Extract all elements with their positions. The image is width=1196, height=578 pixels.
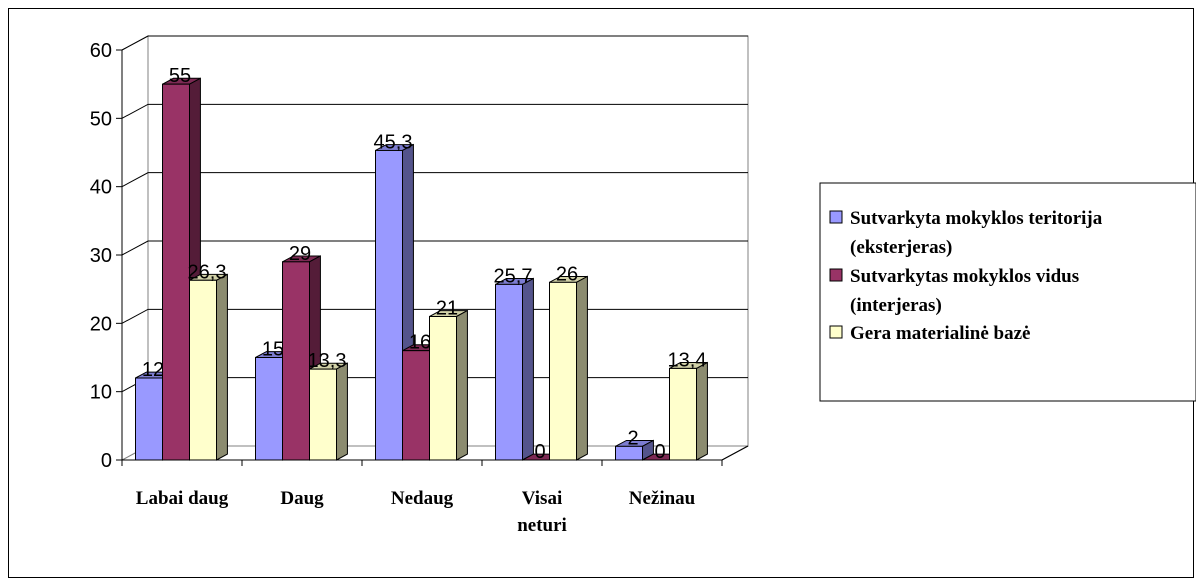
bar-front: [189, 279, 217, 461]
data-label: 13,4: [668, 349, 707, 371]
bar-front: [375, 149, 403, 461]
gridline: [121, 308, 748, 324]
bar-side: [216, 273, 228, 461]
bar-front: [549, 281, 577, 461]
data-label: 0: [534, 441, 545, 463]
legend-label: Sutvarkytas mokyklos vidus: [850, 266, 1079, 287]
bar-side: [696, 361, 708, 461]
bar-front: [282, 261, 310, 461]
data-label: 13,3: [308, 350, 347, 372]
legend-label: Gera materialinė bazė: [850, 323, 1030, 344]
y-tick-label: 10: [90, 382, 112, 404]
bar-front: [255, 357, 283, 461]
bar: [669, 361, 708, 461]
y-tick-label: 50: [90, 108, 112, 130]
x-tick-label: Visai: [522, 488, 562, 509]
y-tick-label: 40: [90, 177, 112, 199]
bar-front: [309, 368, 337, 461]
bar: [429, 309, 468, 461]
legend-label: (eksterjeras): [850, 237, 952, 258]
bar: [162, 77, 201, 461]
x-tick-label: Nežinau: [629, 488, 696, 509]
y-tick-label: 60: [90, 40, 112, 62]
bar: [615, 439, 654, 461]
legend-label: Sutvarkyta mokyklos teritorija: [850, 208, 1103, 229]
bar: [375, 143, 414, 461]
bar: [495, 277, 534, 461]
bar: [189, 273, 228, 461]
x-tick-label: neturi: [517, 515, 567, 536]
y-tick-label: 30: [90, 245, 112, 267]
bar-side: [576, 275, 588, 461]
data-label: 25,7: [494, 265, 533, 287]
legend-swatch: [829, 268, 843, 282]
bar-front: [495, 283, 523, 461]
bar-front: [402, 350, 430, 461]
gridline: [121, 172, 748, 188]
data-label: 12: [142, 359, 164, 381]
data-label: 55: [169, 65, 191, 87]
y-tick-label: 0: [101, 450, 112, 472]
x-axis-depth: [721, 445, 749, 461]
bar-front: [669, 367, 697, 461]
data-label: 2: [627, 427, 638, 449]
gridline: [121, 35, 748, 51]
data-label: 15: [262, 339, 284, 361]
x-tick-label: Daug: [280, 488, 324, 509]
data-label: 26,3: [188, 261, 227, 283]
bar-side: [522, 277, 534, 461]
legend-box: [819, 182, 1196, 402]
data-label: 26: [556, 263, 578, 285]
x-tick-label: Labai daug: [136, 488, 229, 509]
data-label: 0: [654, 441, 665, 463]
bar-front: [162, 83, 190, 461]
data-label: 29: [289, 243, 311, 265]
legend-swatch: [829, 325, 843, 339]
bar-front: [429, 316, 457, 461]
legend-label: (interjeras): [850, 295, 942, 316]
bar-side: [336, 362, 348, 461]
bar: [549, 275, 588, 461]
data-label: 16: [409, 332, 431, 354]
gridline: [121, 240, 748, 256]
legend: Sutvarkyta mokyklos teritorija (eksterjer…: [819, 182, 1196, 402]
bar-side: [456, 309, 468, 461]
bar-front: [135, 377, 163, 461]
bar: [309, 362, 348, 461]
gridline: [121, 103, 748, 119]
x-tick-label: Nedaug: [391, 488, 454, 509]
y-tick-label: 20: [90, 313, 112, 335]
data-label: 21: [436, 298, 458, 320]
data-label: 45,3: [374, 131, 413, 153]
bar-front: [615, 445, 643, 461]
legend-swatch: [829, 210, 843, 224]
